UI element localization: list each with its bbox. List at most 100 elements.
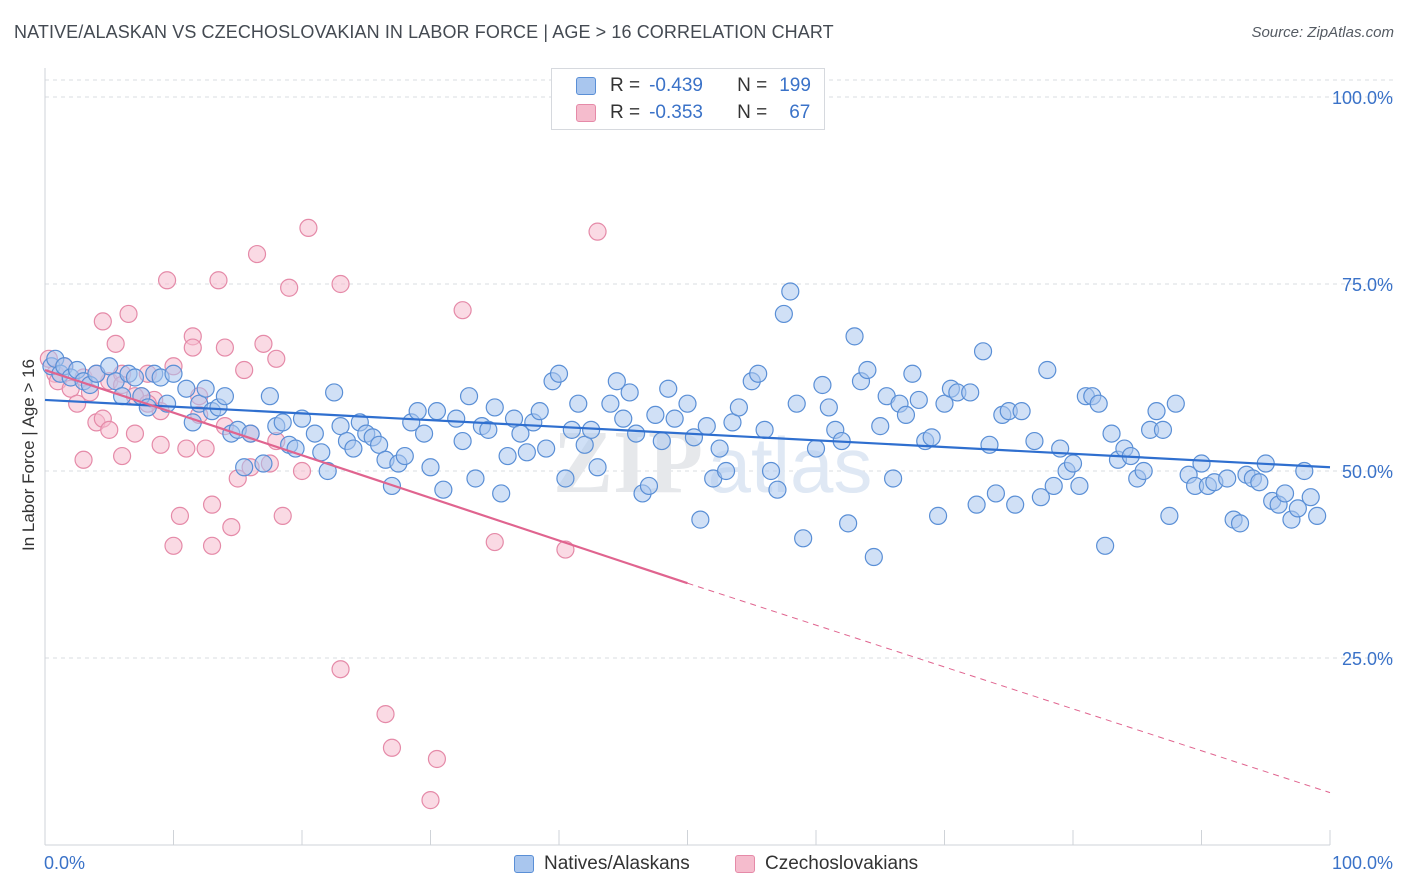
legend-label: Natives/Alaskans xyxy=(544,853,690,874)
legend-n-value: 199 xyxy=(779,75,811,96)
data-point xyxy=(620,383,639,402)
data-point xyxy=(312,443,331,462)
data-point xyxy=(331,417,350,436)
data-point xyxy=(414,424,434,443)
legend-row-czech: R = -0.353 N = 67 xyxy=(576,100,810,126)
data-point xyxy=(549,364,569,383)
data-point xyxy=(1153,420,1173,439)
data-point xyxy=(222,517,241,537)
data-point xyxy=(421,791,440,810)
data-point xyxy=(749,364,768,383)
data-point xyxy=(1218,469,1237,488)
data-point xyxy=(119,304,138,324)
data-point xyxy=(1063,454,1083,473)
data-point xyxy=(1250,473,1269,492)
data-point xyxy=(1230,514,1250,533)
x-tick-label: 100.0% xyxy=(1332,853,1393,873)
data-point xyxy=(157,394,177,413)
y-axis-label: In Labor Force | Age > 16 xyxy=(19,359,38,551)
data-point xyxy=(813,375,832,395)
data-point xyxy=(729,398,749,417)
data-point xyxy=(485,398,504,417)
data-point xyxy=(723,413,742,432)
legend-r-value: -0.439 xyxy=(649,75,703,96)
data-point xyxy=(1031,488,1050,507)
data-point xyxy=(299,218,318,237)
data-point xyxy=(1301,488,1320,507)
data-point xyxy=(678,394,697,413)
data-point xyxy=(376,704,395,724)
data-point xyxy=(903,364,922,383)
data-point xyxy=(569,394,588,413)
data-point xyxy=(177,439,196,458)
data-point xyxy=(768,480,787,499)
y-tick-label: 25.0% xyxy=(1342,649,1393,669)
data-point xyxy=(967,495,986,514)
data-point xyxy=(1147,402,1166,421)
data-point xyxy=(209,271,228,290)
data-point xyxy=(1275,484,1295,503)
data-point xyxy=(254,454,273,473)
legend-item-natives: Natives/Alaskans xyxy=(514,852,690,876)
data-point xyxy=(235,360,254,380)
data-point xyxy=(183,338,202,357)
data-point xyxy=(986,484,1006,503)
data-point xyxy=(485,532,504,552)
legend-n-label: N = xyxy=(737,102,768,123)
data-point xyxy=(196,439,215,458)
y-tick-label: 75.0% xyxy=(1342,275,1393,295)
data-point xyxy=(761,461,781,481)
data-point xyxy=(112,446,132,466)
data-point xyxy=(794,529,813,548)
data-point xyxy=(292,461,312,481)
data-point xyxy=(774,304,793,324)
legend-label: Czechoslovakians xyxy=(765,853,919,874)
data-point xyxy=(556,540,575,559)
data-point xyxy=(883,469,903,488)
data-point xyxy=(151,435,170,454)
data-point xyxy=(427,749,447,769)
legend-item-czech: Czechoslovakians xyxy=(735,852,918,876)
data-point xyxy=(961,383,980,402)
data-point xyxy=(68,394,87,413)
y-tick-label: 50.0% xyxy=(1342,462,1393,482)
data-point xyxy=(170,506,190,525)
data-point xyxy=(325,383,344,402)
legend-n-value: 67 xyxy=(789,102,811,123)
data-point xyxy=(235,458,254,477)
y-tick-label: 100.0% xyxy=(1332,88,1393,108)
data-point xyxy=(125,424,145,443)
data-point xyxy=(305,424,324,443)
data-point xyxy=(466,469,485,488)
data-point xyxy=(273,506,292,525)
data-point xyxy=(1102,424,1121,443)
data-point xyxy=(1044,476,1063,496)
data-point xyxy=(864,547,883,567)
data-point xyxy=(1006,495,1025,514)
data-point xyxy=(100,357,119,376)
data-point xyxy=(395,446,414,466)
data-point xyxy=(626,424,646,443)
data-point xyxy=(755,420,774,439)
data-point xyxy=(1096,536,1115,555)
data-point xyxy=(247,244,267,264)
data-point xyxy=(157,271,177,290)
data-point xyxy=(1288,499,1307,518)
data-point xyxy=(408,402,427,421)
data-point xyxy=(93,312,112,331)
legend-swatch-pink xyxy=(576,104,596,122)
data-point xyxy=(215,387,234,406)
data-point xyxy=(106,334,125,353)
data-point xyxy=(1025,431,1044,451)
data-point xyxy=(427,402,447,421)
data-point xyxy=(697,417,716,436)
data-point xyxy=(806,439,826,458)
axes xyxy=(44,68,1331,846)
data-point xyxy=(839,514,858,533)
legend-n-label: N = xyxy=(737,75,768,96)
data-point xyxy=(665,409,684,428)
source-label: Source: ZipAtlas.com xyxy=(1251,24,1394,41)
tick-labels: 25.0% 50.0% 75.0% 100.0% 0.0% 100.0% xyxy=(44,88,1393,873)
legend-r-value: -0.353 xyxy=(649,102,703,123)
